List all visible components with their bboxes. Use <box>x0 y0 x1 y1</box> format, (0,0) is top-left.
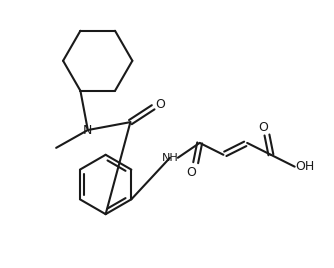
Text: N: N <box>83 124 93 136</box>
Text: O: O <box>186 166 196 179</box>
Text: OH: OH <box>295 160 314 173</box>
Text: O: O <box>258 121 268 133</box>
Text: NH: NH <box>162 153 178 163</box>
Text: O: O <box>155 98 165 111</box>
